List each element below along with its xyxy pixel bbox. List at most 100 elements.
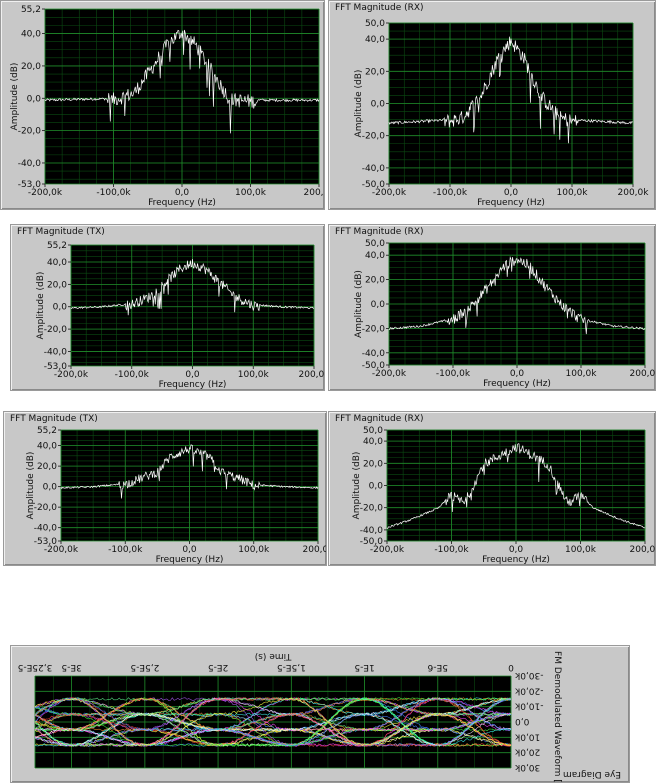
y-axis-label: FM Demodulated Waveform [H] bbox=[552, 651, 562, 782]
y-tick-label: 40,0 bbox=[365, 251, 385, 261]
chart-panel-4: FFT Magnitude (RX) 50,0 40,0 20,0 0,0 -20,0 -… bbox=[328, 224, 656, 391]
chart-panel-3: FFT Magnitude (TX) 55,2 40,0 20,0 0,0 -20,0 -… bbox=[10, 224, 325, 391]
eye-diagram-panel: 30,0k 20,0k 10,0k 0,0 -10,0k -20,0k -30,0k 0 5E-… bbox=[10, 645, 630, 783]
x-tick-label: 100,0k bbox=[557, 188, 589, 198]
y-axis-label: Amplitude (dB) bbox=[36, 272, 46, 340]
y-axis-label: Amplitude (dB) bbox=[26, 452, 36, 520]
x-axis-label: Frequency (Hz) bbox=[156, 555, 224, 565]
eye-trace bbox=[34, 697, 512, 747]
eye-trace bbox=[34, 697, 512, 717]
eye-trace bbox=[34, 697, 512, 732]
y-axis-label: Amplitude (dB) bbox=[354, 270, 364, 338]
data-line bbox=[386, 443, 646, 529]
x-tick-label: 100,0k bbox=[566, 369, 598, 379]
x-tick-label: 200,0k bbox=[299, 370, 324, 380]
y-tick-label: -20,0k bbox=[514, 685, 543, 695]
y-tick-label: 40,0 bbox=[365, 35, 385, 45]
x-tick-label: 3,25E-5 bbox=[18, 662, 53, 672]
y-tick-label: -20,0 bbox=[360, 504, 384, 514]
y-tick-label: 40,0 bbox=[363, 437, 383, 447]
x-tick-label: 100,0k bbox=[238, 545, 270, 555]
y-tick-label: -20,0 bbox=[34, 503, 58, 513]
y-tick-label: -40,0 bbox=[44, 347, 68, 357]
eye-trace bbox=[34, 697, 512, 747]
x-tick-label: 200,0k bbox=[304, 188, 324, 198]
chart-title: FFT Magnitude (RX) bbox=[335, 227, 424, 237]
y-tick-label: 20,0 bbox=[363, 459, 383, 469]
y-tick-label: -50,0 bbox=[362, 180, 386, 190]
y-tick-label: 20,0 bbox=[47, 280, 67, 290]
y-tick-label: 20,0 bbox=[21, 62, 41, 72]
chart-3: 55,2 40,0 20,0 0,0 -20,0 -40,0 -53,0-200,0k -10… bbox=[36, 241, 324, 390]
eye-diagram-rotated: 30,0k 20,0k 10,0k 0,0 -10,0k -20,0k -30,0k0 5E-… bbox=[18, 651, 621, 782]
y-tick-label: -20,0 bbox=[362, 132, 386, 142]
y-axis-label: Amplitude (dB) bbox=[354, 70, 364, 138]
x-tick-label: 5E-6 bbox=[427, 662, 448, 672]
y-tick-label: -40,0 bbox=[360, 526, 384, 536]
y-tick-label: 50,0 bbox=[365, 19, 385, 29]
x-tick-label: 100,0k bbox=[565, 545, 597, 555]
y-tick-label: 20,0 bbox=[365, 276, 385, 286]
chart-panel-2: FFT Magnitude (RX) 50,0 40,0 20,0 0,0 -20,0 -… bbox=[328, 0, 656, 210]
y-tick-label: 0,0 bbox=[53, 303, 68, 313]
y-tick-label: -50,0 bbox=[362, 361, 386, 371]
x-tick-label: -200,0k bbox=[44, 545, 79, 555]
x-tick-label: 200,0k bbox=[630, 369, 655, 379]
x-tick-label: 0,0 bbox=[504, 188, 519, 198]
chart-5: 55,2 40,0 20,0 0,0 -20,0 -40,0 -53,0-200,0k -10… bbox=[26, 426, 326, 565]
x-tick-label: -100,0k bbox=[115, 370, 150, 380]
x-tick-label: 200,0k bbox=[303, 545, 326, 555]
eye-trace bbox=[34, 697, 512, 746]
x-tick-label: 3E-5 bbox=[61, 662, 81, 672]
x-tick-label: 0,0 bbox=[510, 369, 525, 379]
x-tick-label: -200,0k bbox=[370, 545, 405, 555]
eye-trace bbox=[34, 697, 512, 747]
x-tick-label: 2E-5 bbox=[208, 662, 228, 672]
chart-panel-6: FFT Magnitude (RX) 50,0 40,0 20,0 0,0 -20,0 -… bbox=[328, 411, 656, 566]
x-axis-label: Frequency (Hz) bbox=[477, 198, 545, 208]
y-tick-label: 40,0 bbox=[37, 442, 57, 452]
eye-trace bbox=[34, 697, 512, 747]
x-tick-label: 1,5E-5 bbox=[277, 662, 306, 672]
x-tick-label: 0,0 bbox=[185, 370, 200, 380]
data-line bbox=[60, 444, 319, 499]
x-tick-label: 0 bbox=[508, 662, 514, 672]
eye-trace bbox=[34, 697, 512, 747]
eye-trace bbox=[34, 697, 512, 747]
chart-title: FFT Magnitude (TX) bbox=[10, 414, 98, 424]
x-tick-label: 100,0k bbox=[235, 188, 267, 198]
x-axis-label: Frequency (Hz) bbox=[148, 198, 216, 208]
y-tick-label: -40,0 bbox=[362, 349, 386, 359]
chart-title: FFT Magnitude (RX) bbox=[335, 414, 424, 424]
chart-4: 50,0 40,0 20,0 0,0 -20,0 -40,0 -50,0-200,0k -10… bbox=[354, 239, 655, 389]
y-tick-label: 0,0 bbox=[371, 100, 386, 110]
x-tick-label: 0,0 bbox=[182, 545, 197, 555]
x-tick-label: -100,0k bbox=[108, 545, 143, 555]
y-tick-label: 30,0k bbox=[514, 762, 540, 772]
y-tick-label: -20,0 bbox=[18, 127, 42, 137]
y-tick-label: 0,0 bbox=[27, 94, 42, 104]
x-tick-label: -100,0k bbox=[434, 545, 469, 555]
y-tick-label: 55,2 bbox=[37, 426, 57, 436]
x-tick-label: 0,0 bbox=[509, 545, 524, 555]
chart-1: 55,2 40,0 20,0 0,0 -20,0 -40,0 -53,0-200,0k -10… bbox=[10, 5, 324, 208]
data-line bbox=[388, 256, 646, 335]
x-tick-label: 0,0 bbox=[175, 188, 190, 198]
y-tick-label: 40,0 bbox=[47, 258, 67, 268]
x-axis-label: Frequency (Hz) bbox=[483, 379, 551, 389]
y-tick-label: 50,0 bbox=[363, 426, 383, 436]
y-tick-label: 40,0 bbox=[21, 30, 41, 40]
y-tick-label: 0,0 bbox=[369, 482, 384, 492]
x-tick-label: 100,0k bbox=[238, 370, 270, 380]
y-tick-label: 10,0k bbox=[514, 731, 540, 741]
x-tick-label: 1E-5 bbox=[354, 662, 374, 672]
y-tick-label: -40,0 bbox=[362, 164, 386, 174]
y-axis-label: Amplitude (dB) bbox=[10, 63, 20, 131]
y-tick-label: -20,0 bbox=[44, 325, 68, 335]
y-tick-label: 55,2 bbox=[21, 5, 41, 15]
y-tick-label: 20,0k bbox=[514, 747, 540, 757]
x-tick-label: -200,0k bbox=[28, 188, 63, 198]
y-tick-label: 55,2 bbox=[47, 241, 67, 251]
x-tick-label: -200,0k bbox=[372, 188, 407, 198]
chart-title: FFT Magnitude (TX) bbox=[17, 227, 105, 237]
